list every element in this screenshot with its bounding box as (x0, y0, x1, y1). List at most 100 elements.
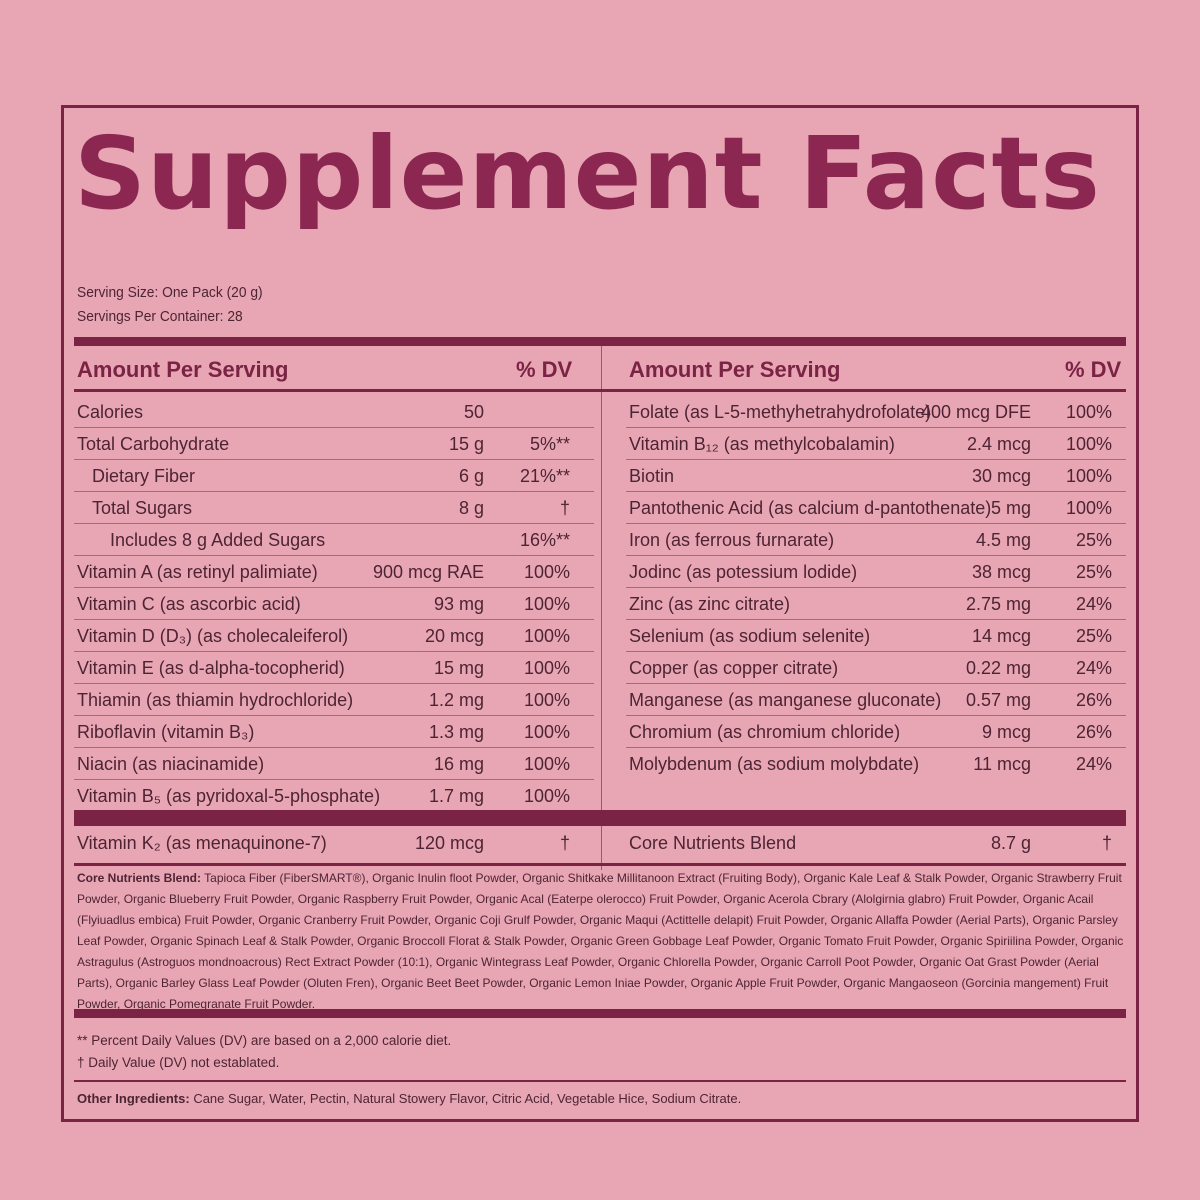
nutrient-amount: 20 mcg (424, 626, 484, 646)
table-row: Total Carbohydrate 15 g 5%** (74, 428, 594, 460)
nutrient-dv: 24% (1075, 594, 1112, 614)
lower-thick-divider (74, 1009, 1126, 1018)
nutrient-amount: 5 mg (990, 498, 1031, 518)
nutrient-name: Vitamin E (as d-alpha-tocopherid) (77, 658, 345, 678)
middle-thick-divider (74, 810, 1126, 826)
nutrient-name: Chromium (as chromium chloride) (629, 722, 901, 742)
table-row: Chromium (as chromium chloride) 9 mcg 26% (626, 716, 1126, 748)
table-row: Zinc (as zinc citrate) 2.75 mg 24% (626, 588, 1126, 620)
table-row: Vitamin E (as d-alpha-tocopherid) 15 mg 10… (74, 652, 594, 684)
right-amount-header: Amount Per Serving (629, 357, 841, 382)
nutrient-dv: 5%** (529, 434, 570, 454)
table-row: Jodinc (as potessium lodide) 38 mcg 25% (626, 556, 1126, 588)
nutrient-amount: 50 (463, 402, 484, 422)
nutrient-name: Iron (as ferrous furnarate) (629, 530, 835, 550)
table-row: Total Sugars 8 g † (74, 492, 594, 524)
other-divider (74, 1080, 1126, 1082)
nutrient-amount: 0.57 mg (965, 690, 1031, 710)
nutrient-name: Vitamin B₅ (as pyridoxal-5-phosphate) (77, 786, 381, 806)
nutrient-dv: 24% (1075, 658, 1112, 678)
nutrient-amount: 15 g (448, 434, 484, 454)
nutrient-amount: 1.3 mg (428, 722, 484, 742)
nutrient-name: Pantothenic Acid (as calcium d-pantothen… (629, 498, 992, 518)
nutrient-name: Jodinc (as potessium lodide) (629, 562, 858, 582)
table-row: Manganese (as manganese gluconate) 0.57 m… (626, 684, 1126, 716)
nutrient-name: Riboflavin (vitamin B₃) (77, 722, 255, 742)
table-row: Selenium (as sodium selenite) 14 mcg 25% (626, 620, 1126, 652)
nutrient-dv: 16%** (519, 530, 570, 550)
nutrient-name: Vitamin D (D₃) (as cholecaleiferol) (77, 626, 349, 646)
nutrient-name: Vitamin B₁₂ (as methylcobalamin) (629, 434, 895, 454)
serving-size: Serving Size: One Pack (20 g) (77, 284, 263, 301)
nutrient-dv: 100% (1065, 402, 1112, 422)
other-label: Other Ingredients: (77, 1091, 190, 1106)
nutrient-name: Folate (as L-5-methyhetrahydrofolate) (629, 402, 932, 422)
nutrient-amount: 9 mcg (981, 722, 1031, 742)
right-bottom-table: Core Nutrients Blend 8.7 g † (626, 827, 1126, 861)
nutrient-dv: 25% (1075, 562, 1112, 582)
blend-label: Core Nutrients Blend: (77, 871, 202, 885)
nutrient-dv: 100% (523, 754, 570, 774)
nutrient-dv: 100% (523, 722, 570, 742)
nutrient-amount: 8 g (458, 498, 484, 518)
nutrient-dv: 26% (1075, 690, 1112, 710)
nutrient-amount: 11 mcg (973, 754, 1031, 774)
left-nutrient-table: Calories 50 Total Carbohydrate 15 g 5%** Diet… (74, 396, 594, 812)
nutrient-amount: 900 mcg RAE (372, 562, 484, 582)
table-row: Vitamin C (as ascorbic acid) 93 mg 100% (74, 588, 594, 620)
nutrient-dv: 100% (523, 594, 570, 614)
core-nutrients-blend: Core Nutrients Blend: Tapioca Fiber (Fib… (77, 868, 1127, 1015)
table-row: Niacin (as niacinamide) 16 mg 100% (74, 748, 594, 780)
nutrient-dv: 100% (1065, 466, 1112, 486)
table-row: Pantothenic Acid (as calcium d-pantothen… (626, 492, 1126, 524)
table-row: Dietary Fiber 6 g 21%** (74, 460, 594, 492)
nutrient-amount: 1.2 mg (428, 690, 484, 710)
left-amount-header: Amount Per Serving (77, 357, 289, 382)
nutrient-name: Copper (as copper citrate) (629, 658, 839, 678)
nutrient-name: Total Sugars (92, 498, 193, 518)
table-row: Riboflavin (vitamin B₃) 1.3 mg 100% (74, 716, 594, 748)
nutrient-dv: 100% (523, 786, 570, 806)
nutrient-dv: 100% (523, 658, 570, 678)
nutrient-amount: 120 mcg (414, 833, 484, 853)
nutrient-dv: 100% (523, 690, 570, 710)
nutrient-amount: 8.7 g (990, 833, 1031, 853)
nutrient-dv: 100% (1065, 434, 1112, 454)
table-row: Vitamin A (as retinyl palimiate) 900 mcg … (74, 556, 594, 588)
table-row: Includes 8 g Added Sugars 16%** (74, 524, 594, 556)
bottom-row-divider (74, 863, 1126, 866)
nutrient-amount: 93 mg (433, 594, 484, 614)
nutrient-dv: † (559, 833, 570, 853)
table-row: Thiamin (as thiamin hydrochloride) 1.2 mg… (74, 684, 594, 716)
nutrient-dv: 100% (523, 626, 570, 646)
table-row: Vitamin K₂ (as menaquinone-7) 120 mcg † (74, 827, 594, 859)
table-row: Biotin 30 mcg 100% (626, 460, 1126, 492)
blend-text: Tapioca Fiber (FiberSMART®), Organic Inu… (77, 871, 1124, 1011)
right-nutrient-table: Folate (as L-5-methyhetrahydrofolate) 400… (626, 396, 1126, 812)
table-row: Iron (as ferrous furnarate) 4.5 mg 25% (626, 524, 1126, 556)
nutrient-dv: 25% (1075, 530, 1112, 550)
other-text: Cane Sugar, Water, Pectin, Natural Stowe… (193, 1091, 742, 1106)
table-row: Calories 50 (74, 396, 594, 428)
nutrient-name: Manganese (as manganese gluconate) (629, 690, 942, 710)
nutrient-name: Vitamin A (as retinyl palimiate) (77, 562, 318, 582)
nutrient-amount: 38 mcg (971, 562, 1031, 582)
footnote-dv: ** Percent Daily Values (DV) are based o… (77, 1033, 452, 1048)
nutrient-name: Includes 8 g Added Sugars (110, 530, 326, 550)
top-thick-divider (74, 337, 1126, 346)
other-ingredients: Other Ingredients: Cane Sugar, Water, Pe… (77, 1088, 741, 1110)
left-dv-header: % DV (516, 357, 573, 382)
right-dv-header: % DV (1065, 357, 1122, 382)
table-row: Vitamin B₁₂ (as methylcobalamin) 2.4 mcg 1… (626, 428, 1126, 460)
nutrient-name: Core Nutrients Blend (629, 833, 797, 853)
table-row: Vitamin B₅ (as pyridoxal-5-phosphate) 1.7… (74, 780, 594, 812)
left-bottom-table: Vitamin K₂ (as menaquinone-7) 120 mcg † (74, 827, 594, 861)
nutrient-amount: 0.22 mg (965, 658, 1031, 678)
table-row: Vitamin D (D₃) (as cholecaleiferol) 20 mc… (74, 620, 594, 652)
nutrient-name: Thiamin (as thiamin hydrochloride) (77, 690, 354, 710)
nutrient-amount: 2.75 mg (965, 594, 1031, 614)
nutrient-dv: 21%** (519, 466, 570, 486)
nutrient-dv: 100% (1065, 498, 1112, 518)
nutrient-name: Zinc (as zinc citrate) (629, 594, 791, 614)
servings-per-container: Servings Per Container: 28 (77, 308, 243, 325)
